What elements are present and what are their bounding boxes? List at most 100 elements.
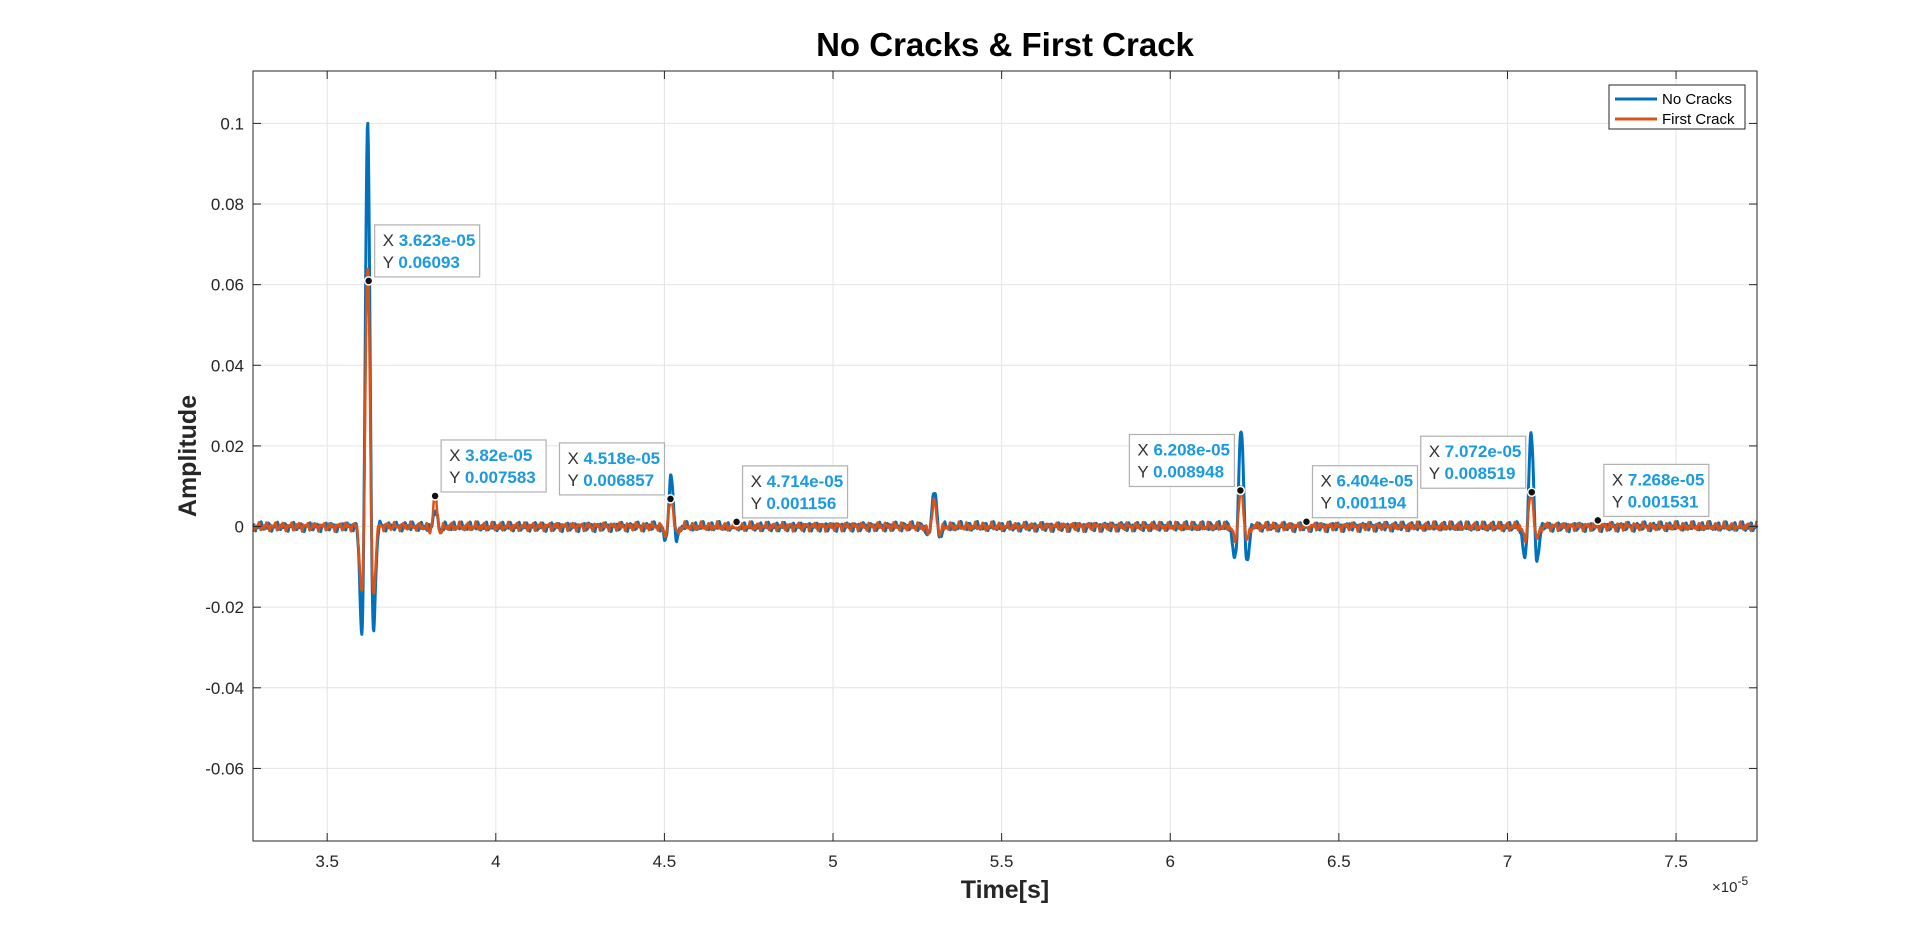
datatip-x-key: X bbox=[1429, 442, 1445, 461]
x-tick-label: 7 bbox=[1503, 852, 1512, 871]
datatip-x-row: X 4.518e-05 bbox=[567, 449, 660, 468]
datatip[interactable]: X 6.208e-05 Y 0.008948 bbox=[1128, 433, 1246, 496]
legend-box bbox=[1608, 84, 1746, 130]
x-axis-label: Time[s] bbox=[961, 876, 1049, 904]
datatip-x-value: 7.072e-05 bbox=[1445, 442, 1522, 461]
datatip-box bbox=[1603, 463, 1710, 517]
series-line-first-crack bbox=[252, 267, 1758, 595]
y-axis-label: Amplitude bbox=[174, 395, 202, 517]
legend-entry[interactable]: First Crack bbox=[1662, 111, 1735, 128]
datatip-x-value: 6.404e-05 bbox=[1337, 472, 1414, 491]
datatip-x-value: 4.518e-05 bbox=[584, 449, 661, 468]
datatip[interactable]: X 7.072e-05 Y 0.008519 bbox=[1420, 435, 1537, 497]
datatip[interactable]: X 4.714e-05Y 0.001156 bbox=[731, 465, 849, 527]
datatip-box bbox=[440, 439, 547, 493]
y-tick-label: 0.1 bbox=[220, 114, 244, 133]
chart-title: No Cracks & First Crack bbox=[816, 26, 1194, 63]
datatip-y-value: 0.06093 bbox=[398, 253, 459, 272]
datatip[interactable]: X 3.82e-05 Y 0.007583 bbox=[430, 439, 547, 501]
datatip-marker[interactable] bbox=[665, 494, 676, 504]
datatip-x-row: X 6.208e-05 bbox=[1137, 440, 1230, 459]
datatip-y-row: Y 0.001156 bbox=[751, 494, 837, 513]
datatip-box bbox=[1128, 433, 1235, 488]
x-tick-label: 6 bbox=[1166, 852, 1175, 871]
series-lines bbox=[252, 121, 1759, 636]
datatip-y-key: Y bbox=[751, 494, 767, 513]
datatip-y-key: Y bbox=[1612, 492, 1628, 511]
datatip-y-row: Y 0.001194 bbox=[1320, 494, 1406, 513]
y-tick-label: -0.04 bbox=[205, 679, 244, 698]
y-tick-label: -0.02 bbox=[205, 598, 244, 617]
datatip-y-value: 0.001156 bbox=[766, 494, 836, 513]
datatip-y-key: Y bbox=[1320, 494, 1336, 513]
x-axis-exponent: ×10-5 bbox=[1712, 874, 1748, 896]
datatips[interactable]: X 3.623e-05 Y 0.06093 X 3.82e-05 Y 0.007583… bbox=[363, 224, 1710, 527]
datatip-x-value: 4.714e-05 bbox=[767, 472, 844, 491]
y-tick-label: -0.06 bbox=[205, 759, 244, 778]
datatip-y-value: 0.001531 bbox=[1628, 492, 1699, 511]
datatip-y-row: Y 0.008519 bbox=[1429, 464, 1516, 483]
datatip-y-value: 0.006857 bbox=[583, 471, 654, 490]
datatip-x-value: 3.623e-05 bbox=[399, 231, 476, 250]
y-tick-label: 0.06 bbox=[211, 276, 244, 295]
datatip-x-key: X bbox=[383, 231, 399, 250]
datatip-y-key: Y bbox=[1137, 462, 1153, 481]
x-tick-label: 6.5 bbox=[1327, 852, 1351, 871]
datatip-x-row: X 3.82e-05 bbox=[449, 446, 532, 465]
y-tick-label: 0.08 bbox=[211, 195, 244, 214]
x-tick-label: 7.5 bbox=[1664, 852, 1688, 871]
y-tick-label: 0.02 bbox=[211, 437, 244, 456]
series-line-no-cracks bbox=[252, 121, 1759, 636]
datatip-y-row: Y 0.006857 bbox=[567, 471, 654, 490]
datatip-box bbox=[558, 442, 666, 496]
datatip-y-row: Y 0.008948 bbox=[1137, 462, 1224, 481]
datatip-x-row: X 4.714e-05 bbox=[751, 472, 844, 491]
datatip-y-value: 0.001194 bbox=[1336, 494, 1407, 513]
datatip-y-value: 0.007583 bbox=[465, 468, 536, 487]
datatip-x-row: X 3.623e-05 bbox=[383, 231, 476, 250]
datatip-x-row: X 7.072e-05 bbox=[1429, 442, 1522, 461]
datatip-marker[interactable] bbox=[430, 491, 440, 501]
datatip-y-row: Y 0.007583 bbox=[449, 468, 536, 487]
datatip-marker[interactable] bbox=[1593, 515, 1603, 526]
datatip-x-value: 6.208e-05 bbox=[1153, 440, 1230, 459]
datatip-y-row: Y 0.06093 bbox=[383, 253, 460, 272]
x-tick-label: 5 bbox=[828, 852, 837, 871]
y-tick-label: 0.04 bbox=[211, 356, 244, 375]
datatip[interactable]: X 7.268e-05Y 0.001531 bbox=[1593, 463, 1710, 526]
x-tick-label: 4 bbox=[491, 852, 500, 871]
datatip-x-key: X bbox=[567, 449, 583, 468]
legend[interactable]: No Cracks First Crack bbox=[1608, 84, 1746, 130]
datatip-y-key: Y bbox=[567, 471, 583, 490]
datatip-y-row: Y 0.001531 bbox=[1612, 492, 1699, 511]
datatip-box bbox=[1420, 435, 1527, 489]
axis-ticks: 3.5 4 4.5 5 5.5 6 6.5 7 7.5 -0.06 -0.04 -0.02 0 0.02 0… bbox=[205, 71, 1757, 871]
y-tick-label: 0 bbox=[235, 518, 244, 537]
datatip-y-key: Y bbox=[449, 468, 465, 487]
x-tick-label: 4.5 bbox=[653, 852, 677, 871]
datatip-x-key: X bbox=[751, 472, 767, 491]
datatip[interactable]: X 4.518e-05Y 0.006857 bbox=[558, 442, 676, 504]
datatip-box bbox=[374, 224, 481, 278]
datatip[interactable]: X 3.623e-05 Y 0.06093 bbox=[363, 224, 481, 286]
datatip-marker[interactable] bbox=[731, 517, 742, 527]
legend-entry[interactable]: No Cracks bbox=[1662, 91, 1732, 108]
datatip-x-value: 7.268e-05 bbox=[1628, 470, 1705, 489]
datatip-x-key: X bbox=[449, 446, 465, 465]
datatip-x-row: X 6.404e-05 bbox=[1320, 472, 1413, 491]
datatip-x-key: X bbox=[1612, 470, 1628, 489]
datatip-marker[interactable] bbox=[1526, 487, 1537, 497]
datatip-box bbox=[741, 465, 849, 519]
x-axis-exponent-power: -5 bbox=[1737, 874, 1748, 888]
datatip-marker[interactable] bbox=[1235, 485, 1246, 496]
datatip-y-value: 0.008948 bbox=[1153, 462, 1224, 481]
datatip[interactable]: X 6.404e-05Y 0.001194 bbox=[1301, 465, 1419, 527]
x-axis-exponent-base: ×10 bbox=[1712, 879, 1737, 896]
datatip-x-row: X 7.268e-05 bbox=[1612, 470, 1705, 489]
x-tick-label: 5.5 bbox=[990, 852, 1014, 871]
axes-box bbox=[252, 70, 1758, 842]
datatip-marker[interactable] bbox=[363, 276, 374, 286]
datatip-marker[interactable] bbox=[1301, 516, 1312, 527]
datatip-x-key: X bbox=[1320, 472, 1336, 491]
